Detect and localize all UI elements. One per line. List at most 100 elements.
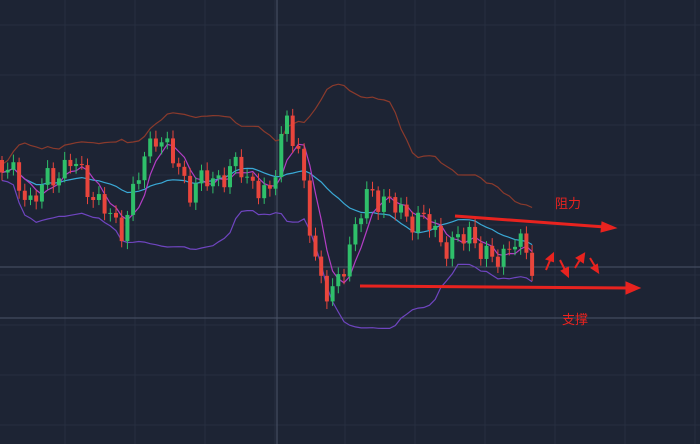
candle-body — [490, 245, 495, 257]
candle-body — [530, 252, 535, 276]
candle-body — [62, 159, 67, 179]
candle-body — [507, 248, 512, 250]
candle-body — [119, 217, 124, 242]
candle-body — [330, 286, 335, 302]
candle-body — [342, 274, 346, 277]
candle-body — [45, 168, 50, 185]
candle-body — [228, 166, 232, 188]
candle-body — [114, 212, 118, 218]
lower-band — [1, 179, 533, 329]
candle-body — [433, 225, 438, 230]
candle-body — [456, 234, 460, 238]
candle-body — [313, 235, 318, 257]
candle-body — [495, 256, 500, 267]
candle-body — [79, 163, 84, 166]
candle-body — [444, 242, 449, 259]
candle-body — [393, 197, 398, 213]
candle-body — [142, 156, 147, 181]
candle-body — [222, 175, 227, 188]
candle-body — [91, 197, 96, 201]
candle-body — [85, 165, 90, 198]
middle-band — [1, 167, 533, 246]
candle-body — [484, 245, 489, 259]
resistance-label: 阻力 — [555, 197, 581, 212]
candle-body — [165, 138, 170, 143]
candle-body — [193, 183, 198, 203]
candle-body — [324, 275, 329, 302]
bounce-arrows — [544, 251, 600, 279]
moving-average — [1, 143, 533, 284]
candle-body — [518, 233, 523, 247]
candle-body — [108, 212, 113, 214]
candle-body — [250, 176, 255, 181]
candle-body — [34, 195, 39, 202]
candle-body — [285, 115, 289, 134]
candle-body — [381, 196, 386, 212]
support-line — [359, 284, 629, 290]
candle-body — [199, 170, 204, 184]
candle-body — [22, 190, 27, 200]
candle-body — [11, 162, 16, 170]
candle-body — [0, 160, 4, 173]
candle-body — [256, 180, 261, 199]
candle-body — [399, 204, 403, 213]
candle-body — [478, 243, 483, 259]
candle-body — [513, 246, 517, 250]
candle-body — [182, 166, 187, 176]
indicators — [1, 83, 533, 329]
candle-body — [216, 175, 221, 179]
candle-body — [188, 175, 193, 203]
candle-body — [28, 195, 33, 200]
drawings — [359, 214, 642, 295]
candle-body — [262, 185, 267, 199]
candle-body — [159, 142, 164, 147]
candle-body — [296, 145, 301, 149]
candle-body — [319, 256, 324, 276]
candle-body — [74, 163, 79, 167]
candle-body — [239, 156, 244, 178]
candles — [0, 108, 535, 310]
candle-body — [39, 184, 44, 202]
candle-body — [364, 189, 369, 219]
candle-body — [427, 214, 432, 230]
candle-body — [267, 185, 272, 189]
candle-body — [473, 226, 478, 244]
candle-body — [501, 248, 506, 267]
candle-body — [102, 194, 107, 214]
candle-body — [68, 159, 73, 167]
candle-body — [245, 176, 250, 178]
arrow-head — [600, 221, 618, 233]
candle-body — [148, 138, 153, 157]
candle-body — [359, 218, 364, 225]
candle-body — [347, 244, 352, 277]
candle-body — [233, 156, 238, 167]
candle-body — [336, 274, 341, 287]
candle-body — [461, 234, 466, 244]
candle-body — [279, 133, 284, 178]
candle-body — [307, 180, 312, 236]
candle-body — [370, 189, 375, 191]
candle-body — [290, 115, 295, 146]
candle-body — [467, 226, 472, 244]
candle-body — [450, 237, 455, 259]
candle-body — [421, 212, 426, 215]
candle-body — [131, 183, 136, 215]
candle-body — [205, 170, 210, 187]
candle-body — [524, 233, 529, 253]
candle-body — [273, 177, 278, 189]
candle-body — [176, 163, 181, 167]
candle-body — [210, 178, 215, 187]
candle-body — [96, 194, 101, 201]
candle-body — [136, 180, 141, 184]
support-label: 支撑 — [562, 313, 588, 328]
candle-body — [171, 138, 175, 164]
candle-body — [353, 224, 358, 245]
arrow-head — [625, 281, 642, 295]
candle-body — [125, 214, 130, 242]
candle-body — [153, 138, 158, 147]
candle-body — [376, 190, 381, 212]
candle-body — [438, 225, 443, 243]
